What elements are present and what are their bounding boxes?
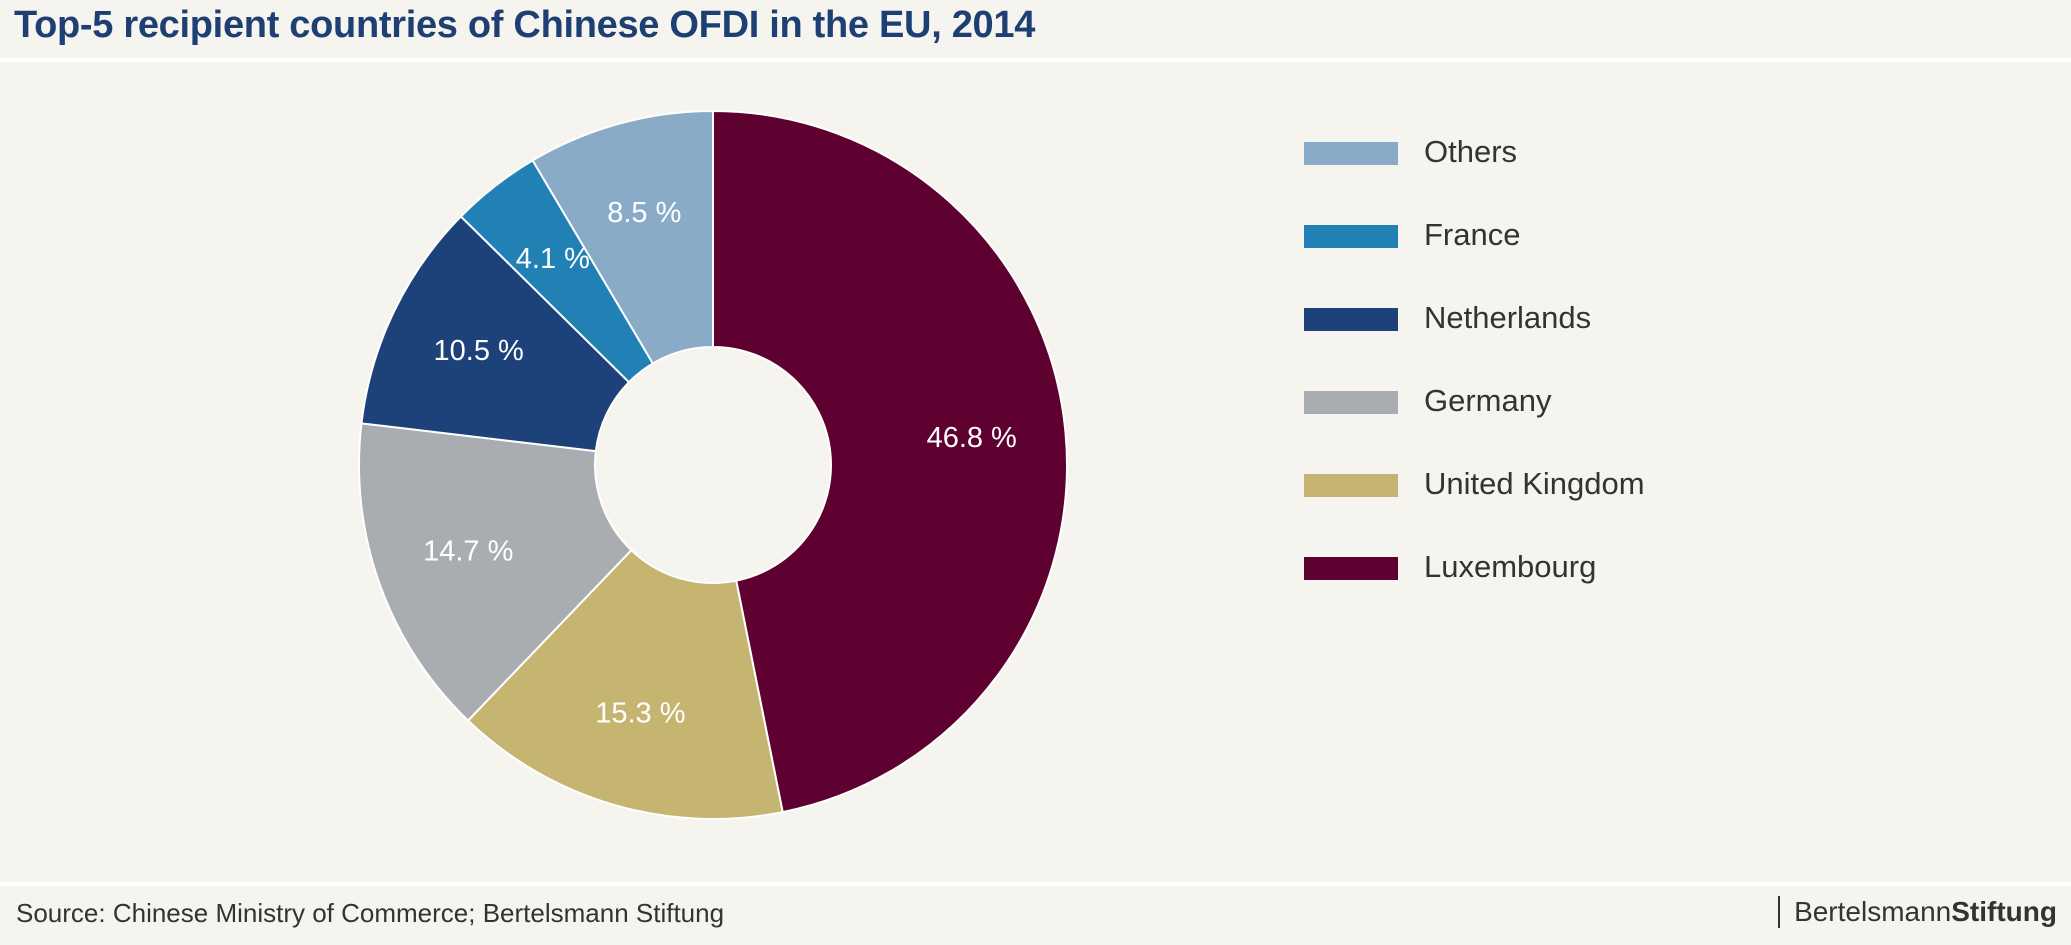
legend-label-others: Others (1424, 134, 1517, 169)
legend-swatch-germany (1304, 391, 1398, 414)
legend-swatch-luxembourg (1304, 557, 1398, 580)
data-label-luxembourg: 46.8 % (927, 422, 1017, 454)
slice-germany (358, 422, 633, 722)
brand-logo: BertelsmannStiftung (1778, 896, 2057, 928)
legend-swatch-netherlands (1304, 308, 1398, 331)
legend-swatch-united-kingdom (1304, 474, 1398, 497)
title-bar: Top-5 recipient countries of Chinese OFD… (0, 0, 2071, 58)
plot-area: 46.8 % 15.3 % 14.7 % 10.5 % 4.1 % 8.5 % Others… (6, 62, 2071, 882)
source-note: Source: Chinese Ministry of Commerce; Be… (16, 898, 725, 928)
legend-label-united-kingdom: United Kingdom (1424, 466, 1645, 501)
slice-others (531, 109, 714, 365)
legend-label-germany: Germany (1424, 383, 1552, 418)
brand-bold: Stiftung (1951, 896, 2057, 927)
slice-luxembourg (712, 109, 1068, 814)
legend-label-luxembourg: Luxembourg (1424, 549, 1596, 584)
legend-swatch-others (1304, 142, 1398, 165)
legend-label-netherlands: Netherlands (1424, 300, 1591, 335)
slice-united-kingdom (466, 548, 784, 820)
slice-netherlands (360, 215, 631, 453)
separator-top (0, 58, 2071, 62)
data-label-others: 8.5 % (607, 197, 681, 229)
legend-swatch-france (1304, 225, 1398, 248)
data-label-france: 4.1 % (516, 243, 590, 275)
separator-bottom (0, 882, 2071, 886)
data-label-germany: 14.7 % (423, 535, 513, 567)
data-label-netherlands: 10.5 % (434, 335, 524, 367)
brand-regular: Bertelsmann (1794, 896, 1952, 927)
legend-label-france: France (1424, 217, 1520, 252)
chart-title: Top-5 recipient countries of Chinese OFD… (14, 4, 1036, 46)
donut-chart: 46.8 % 15.3 % 14.7 % 10.5 % 4.1 % 8.5 % Others… (358, 109, 1645, 820)
footer: Source: Chinese Ministry of Commerce; Be… (0, 886, 2071, 945)
data-label-united-kingdom: 15.3 % (595, 697, 685, 729)
